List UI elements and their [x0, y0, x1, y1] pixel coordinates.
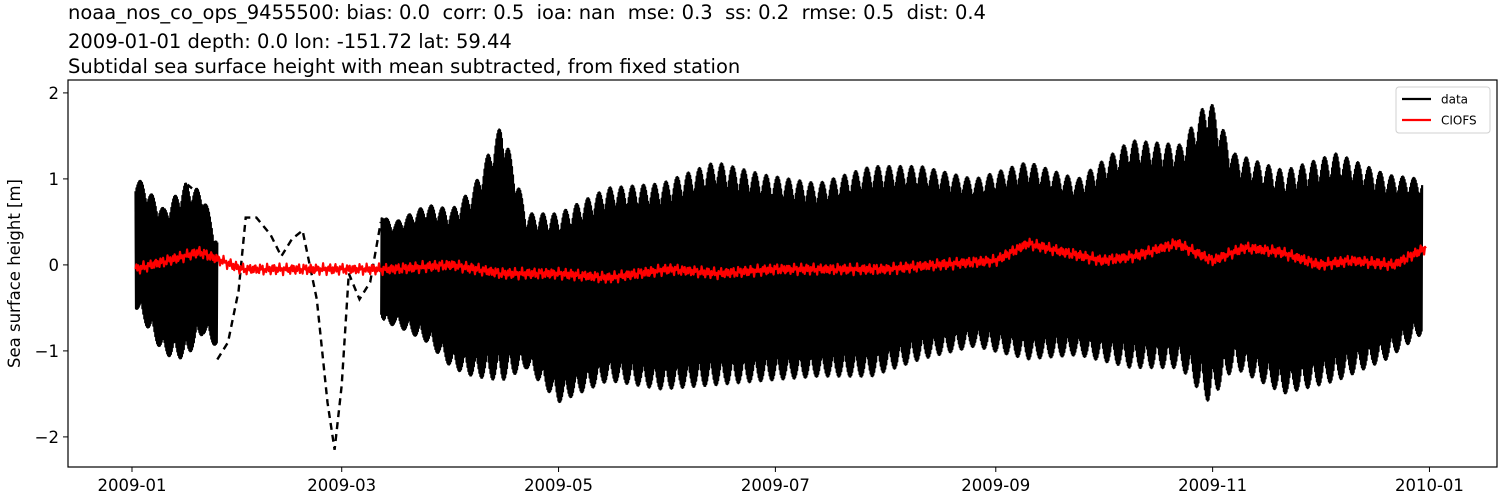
legend-label-data: data [1441, 93, 1468, 107]
plot-frame [67, 79, 1498, 468]
ciofs-line [134, 237, 1427, 284]
x-tick-label: 2009-03 [307, 476, 376, 495]
chart-title-location: 2009-01-01 depth: 0.0 lon: -151.72 lat: … [68, 30, 512, 53]
legend: data CIOFS [1395, 86, 1491, 134]
chart-title-description: Subtidal sea surface height with mean su… [68, 55, 741, 78]
y-tick-label: −2 [35, 428, 59, 447]
x-tick-label: 2009-09 [961, 476, 1030, 495]
y-tick-label: −1 [35, 342, 59, 361]
series-layer [134, 104, 1427, 450]
data-line [134, 104, 1424, 404]
legend-label-ciofs: CIOFS [1441, 114, 1477, 128]
y-tick-label: 1 [49, 170, 60, 189]
y-axis: −2 −1 0 1 2 [35, 84, 68, 447]
chart-title-stats: noaa_nos_co_ops_9455500: bias: 0.0 corr:… [68, 1, 986, 24]
x-tick-label: 2009-01 [98, 476, 167, 495]
x-tick-label: 2009-07 [741, 476, 810, 495]
y-axis-label: Sea surface height [m] [5, 179, 24, 368]
data-line-gap [216, 216, 382, 450]
x-tick-label: 2010-01 [1395, 476, 1464, 495]
y-tick-label: 0 [49, 256, 60, 275]
x-axis: 2009-01 2009-03 2009-05 2009-07 2009-09 2009-… [98, 467, 1464, 495]
x-tick-label: 2009-11 [1178, 476, 1247, 495]
y-tick-label: 2 [49, 84, 60, 103]
x-tick-label: 2009-05 [524, 476, 593, 495]
